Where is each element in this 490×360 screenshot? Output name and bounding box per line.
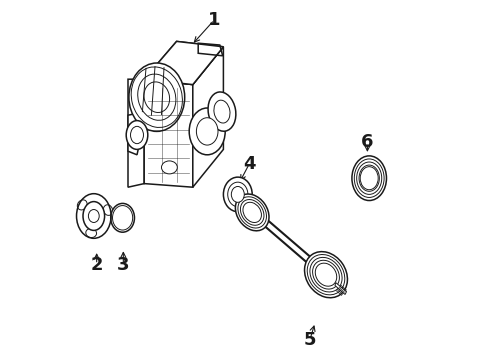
Polygon shape — [193, 47, 223, 187]
Ellipse shape — [116, 209, 130, 227]
Ellipse shape — [313, 260, 340, 289]
Ellipse shape — [103, 205, 113, 215]
Ellipse shape — [305, 252, 347, 298]
Ellipse shape — [228, 182, 248, 207]
Ellipse shape — [231, 186, 245, 202]
Polygon shape — [144, 79, 193, 187]
Ellipse shape — [86, 229, 97, 238]
Ellipse shape — [208, 92, 236, 131]
Ellipse shape — [357, 162, 382, 194]
Ellipse shape — [126, 121, 148, 149]
Ellipse shape — [359, 165, 379, 191]
Ellipse shape — [162, 161, 177, 174]
Ellipse shape — [235, 194, 269, 231]
Ellipse shape — [362, 168, 377, 188]
Ellipse shape — [307, 255, 345, 295]
Ellipse shape — [214, 100, 230, 123]
Text: 3: 3 — [117, 256, 129, 274]
Text: 1: 1 — [208, 11, 220, 29]
Polygon shape — [128, 79, 144, 187]
Ellipse shape — [113, 206, 133, 230]
Ellipse shape — [83, 202, 104, 230]
Ellipse shape — [238, 197, 267, 228]
Polygon shape — [128, 113, 141, 155]
Polygon shape — [144, 41, 223, 85]
Ellipse shape — [88, 210, 99, 222]
Text: 5: 5 — [303, 331, 316, 349]
Ellipse shape — [129, 63, 185, 131]
Text: 2: 2 — [91, 256, 103, 274]
Ellipse shape — [243, 202, 262, 222]
Ellipse shape — [77, 200, 87, 210]
Ellipse shape — [241, 199, 264, 225]
Ellipse shape — [315, 263, 337, 286]
Ellipse shape — [360, 167, 378, 190]
Ellipse shape — [354, 159, 384, 197]
Ellipse shape — [196, 118, 218, 145]
Polygon shape — [259, 216, 318, 268]
Ellipse shape — [189, 108, 225, 155]
Text: 6: 6 — [361, 133, 374, 151]
Ellipse shape — [111, 203, 134, 232]
Ellipse shape — [130, 126, 144, 144]
Text: 4: 4 — [243, 155, 256, 173]
Ellipse shape — [352, 156, 387, 201]
Polygon shape — [335, 283, 346, 294]
Ellipse shape — [310, 257, 342, 292]
Ellipse shape — [223, 177, 252, 212]
